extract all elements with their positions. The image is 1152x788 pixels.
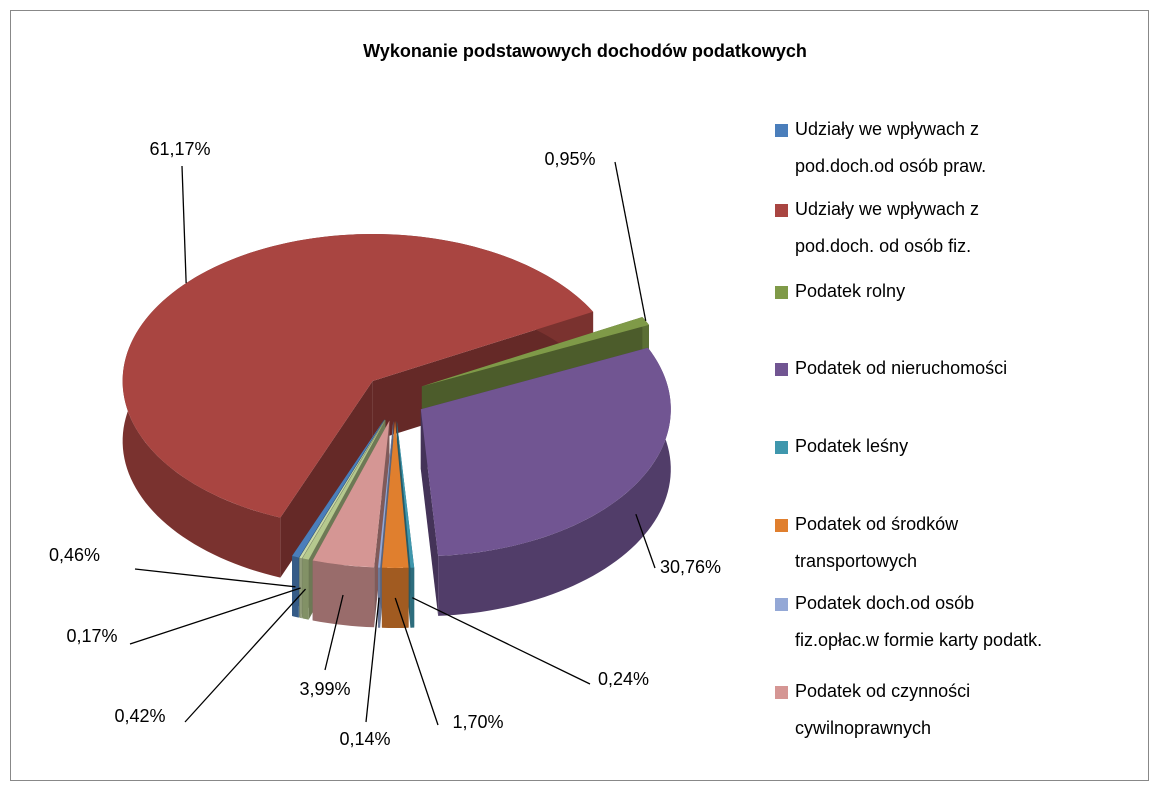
slice-outer-wall	[410, 567, 415, 628]
slice	[312, 420, 390, 568]
legend-swatch	[775, 686, 788, 699]
data-label: 0,95%	[544, 149, 595, 169]
slice	[420, 347, 671, 556]
slice-radial-wall	[420, 409, 439, 616]
leader-line	[412, 597, 591, 685]
leader-line	[129, 587, 301, 645]
slice-radial-wall	[377, 420, 394, 628]
slice-outer-wall	[312, 560, 375, 628]
leader-line	[184, 588, 307, 723]
slice	[377, 420, 394, 568]
slice-tops	[122, 234, 671, 568]
data-label: 0,46%	[49, 545, 100, 565]
legend-swatch	[775, 598, 788, 611]
data-label: 0,42%	[114, 706, 165, 726]
leader-line	[394, 597, 439, 726]
legend-label: Podatek od nieruchomości	[795, 358, 1007, 378]
legend-swatch	[775, 286, 788, 299]
slice-radial-wall	[280, 381, 373, 578]
slice-outer-wall	[377, 567, 381, 628]
slice-outer-wall	[381, 567, 409, 628]
slice	[421, 317, 649, 387]
legend-swatch	[775, 441, 788, 454]
leader-line	[134, 568, 296, 588]
data-label: 0,14%	[339, 729, 390, 749]
slice	[292, 419, 385, 558]
leader-line	[365, 597, 380, 723]
leader-line	[614, 161, 647, 322]
legend-swatch	[775, 363, 788, 376]
data-label: 61,17%	[149, 139, 210, 159]
slice	[122, 234, 594, 518]
leader-line	[635, 513, 656, 569]
slice	[299, 419, 385, 559]
data-label: 1,70%	[452, 712, 503, 732]
slice-outer-wall	[438, 347, 671, 616]
data-label: 3,99%	[299, 679, 350, 699]
data-label: 0,17%	[66, 626, 117, 646]
leader-line	[181, 165, 187, 284]
data-label: 0,24%	[598, 669, 649, 689]
legend-label: Udziały we wpływach z pod.doch.od osób p…	[795, 119, 986, 176]
slice	[302, 419, 386, 560]
legend-label: Podatek leśny	[795, 436, 908, 456]
legend-label: Podatek od środków transportowych	[795, 514, 963, 571]
slice-outer-wall	[302, 558, 309, 620]
legend-label: Podatek rolny	[795, 281, 905, 301]
legend-swatch	[775, 124, 788, 137]
legend-label: Udziały we wpływach z pod.doch. od osób …	[795, 199, 984, 256]
leader-line	[324, 594, 344, 671]
chart-title: Wykonanie podstawowych dochodów podatkow…	[363, 41, 807, 61]
data-label: 30,76%	[660, 557, 721, 577]
slice	[381, 421, 409, 568]
slice-outer-wall	[299, 557, 302, 619]
legend-label: Podatek od czynności cywilnoprawnych	[795, 681, 975, 738]
legend-label: Podatek doch.od osób fiz.opłac.w formie …	[795, 593, 1042, 650]
legend-swatch	[775, 204, 788, 217]
slice	[396, 420, 415, 568]
legend-swatch	[775, 519, 788, 532]
